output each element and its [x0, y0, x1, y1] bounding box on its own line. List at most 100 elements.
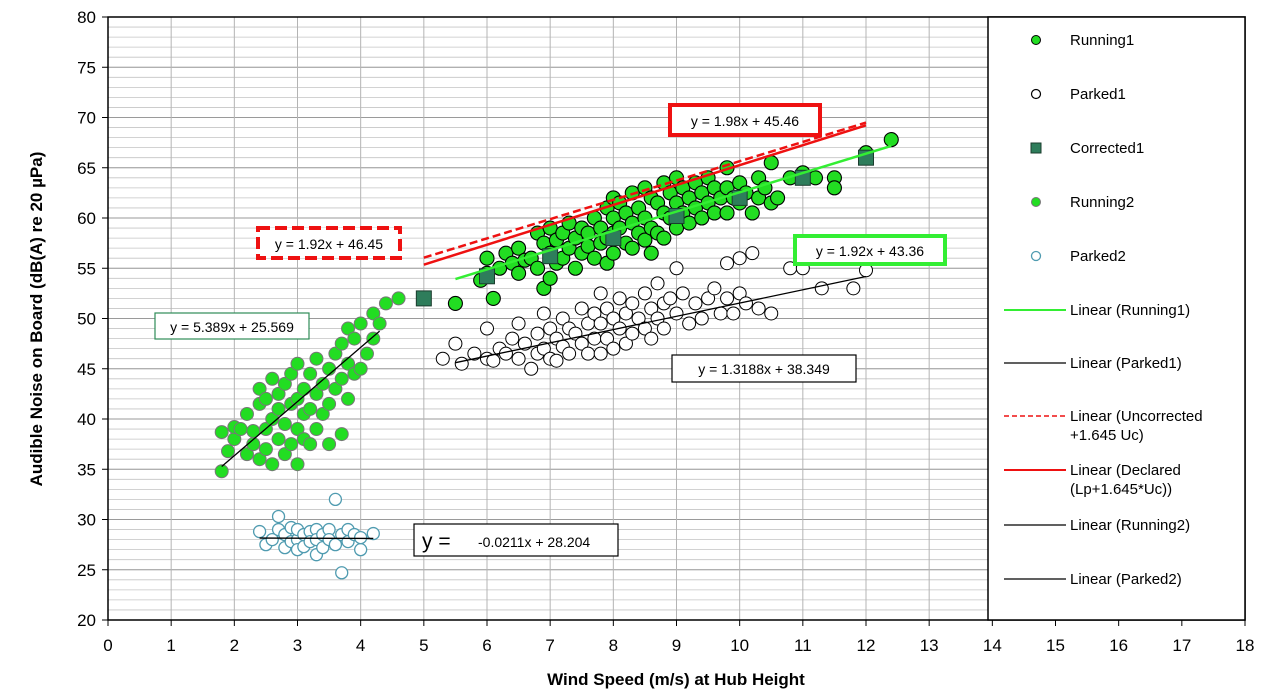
data-point [682, 316, 697, 331]
equation-label-declared: y = 1.98x + 45.46 [668, 103, 822, 137]
data-point [618, 306, 633, 321]
data-point [334, 336, 349, 351]
data-points [214, 132, 899, 580]
data-point [284, 366, 299, 381]
data-point [435, 351, 450, 366]
data-point [694, 210, 710, 226]
data-point [252, 381, 267, 396]
data-point [631, 311, 646, 326]
legend-item: Running1 [1031, 32, 1134, 49]
legend-item: Parked2 [1030, 248, 1126, 265]
data-point [485, 290, 501, 306]
data-point [271, 401, 286, 416]
data-point [341, 391, 356, 406]
data-point [479, 250, 495, 266]
data-point [290, 391, 305, 406]
data-point [511, 351, 526, 366]
x-tick-label: 1 [166, 636, 175, 655]
data-point [574, 301, 589, 316]
x-tick-label: 6 [482, 636, 491, 655]
data-point [732, 251, 747, 266]
data-point [354, 530, 368, 545]
data-point [720, 291, 735, 306]
x-tick-label: 14 [983, 636, 1002, 655]
data-point [258, 442, 273, 457]
data-point [233, 422, 248, 437]
data-point [536, 306, 551, 321]
data-point [618, 336, 633, 351]
y-tick-label: 65 [77, 159, 96, 178]
equation-text-running1: y = 1.92x + 43.36 [816, 243, 924, 259]
data-point [328, 346, 343, 361]
data-point [366, 331, 381, 346]
data-point [341, 321, 356, 336]
y-tick-label: 20 [77, 611, 96, 630]
x-tick-label: 3 [293, 636, 302, 655]
data-point [574, 336, 589, 351]
data-point [290, 457, 305, 472]
data-point [530, 326, 545, 341]
data-point [625, 296, 640, 311]
data-point [549, 353, 564, 368]
data-point [542, 270, 558, 286]
data-point [713, 306, 728, 321]
equation-label-running1: y = 1.92x + 43.36 [793, 234, 947, 266]
legend-item: Linear (Parked2) [1004, 571, 1182, 588]
x-tick-label: 2 [230, 636, 239, 655]
y-tick-label: 75 [77, 58, 96, 77]
trendline [423, 121, 867, 259]
equation-label-parked2: y = -0.0211x + 28.204 [413, 523, 619, 557]
x-tick-label: 15 [1046, 636, 1065, 655]
legend-label: Linear (Running1) [1070, 302, 1190, 319]
data-point [738, 296, 753, 311]
data-point [467, 346, 482, 361]
data-point [378, 296, 393, 311]
x-tick-label: 4 [356, 636, 365, 655]
y-tick-label: 35 [77, 460, 96, 479]
data-point [511, 240, 527, 256]
legend-label: Running1 [1070, 32, 1134, 49]
legend-item: Corrected1 [1030, 140, 1144, 157]
data-point [447, 295, 463, 311]
legend-item: Linear (Running1) [1004, 302, 1190, 319]
x-tick-label: 10 [730, 636, 749, 655]
data-point [581, 346, 596, 361]
x-tick-label: 11 [794, 636, 812, 655]
trendline [423, 124, 867, 266]
data-point [744, 205, 760, 221]
data-point [694, 311, 709, 326]
data-point [669, 306, 684, 321]
data-point [656, 321, 671, 336]
data-point [322, 396, 337, 411]
series-running2 [214, 291, 406, 479]
data-point [826, 180, 842, 196]
data-point [315, 376, 330, 391]
y-axis-ticks: 20 25 30 35 40 45 50 55 60 65 70 75 80 [77, 8, 108, 630]
legend-item: Linear (Running2) [1004, 517, 1190, 534]
data-point [335, 566, 349, 580]
data-point [296, 381, 311, 396]
equation-label-running2: y = 5.389x + 25.569 [154, 312, 310, 340]
data-point [303, 401, 318, 416]
data-point [328, 492, 343, 507]
data-point [277, 376, 292, 391]
data-point [265, 532, 279, 547]
data-point [448, 336, 463, 351]
trendline [455, 144, 892, 281]
data-point [770, 190, 786, 206]
data-point [511, 316, 526, 331]
data-point [271, 509, 286, 524]
data-point [334, 427, 349, 442]
legend-item: Linear (Declared (Lp+1.645*Uc)) [1004, 462, 1181, 498]
data-point [593, 316, 608, 331]
y-tick-label: 70 [77, 109, 96, 128]
data-point [303, 437, 318, 452]
x-tick-label: 17 [1172, 636, 1191, 655]
x-tick-label: 13 [920, 636, 939, 655]
data-point [606, 311, 621, 326]
legend-label: Linear (Declared [1070, 462, 1181, 479]
data-point [265, 412, 280, 426]
legend-label: Linear (Uncorrected [1070, 408, 1203, 425]
data-point [624, 240, 640, 256]
